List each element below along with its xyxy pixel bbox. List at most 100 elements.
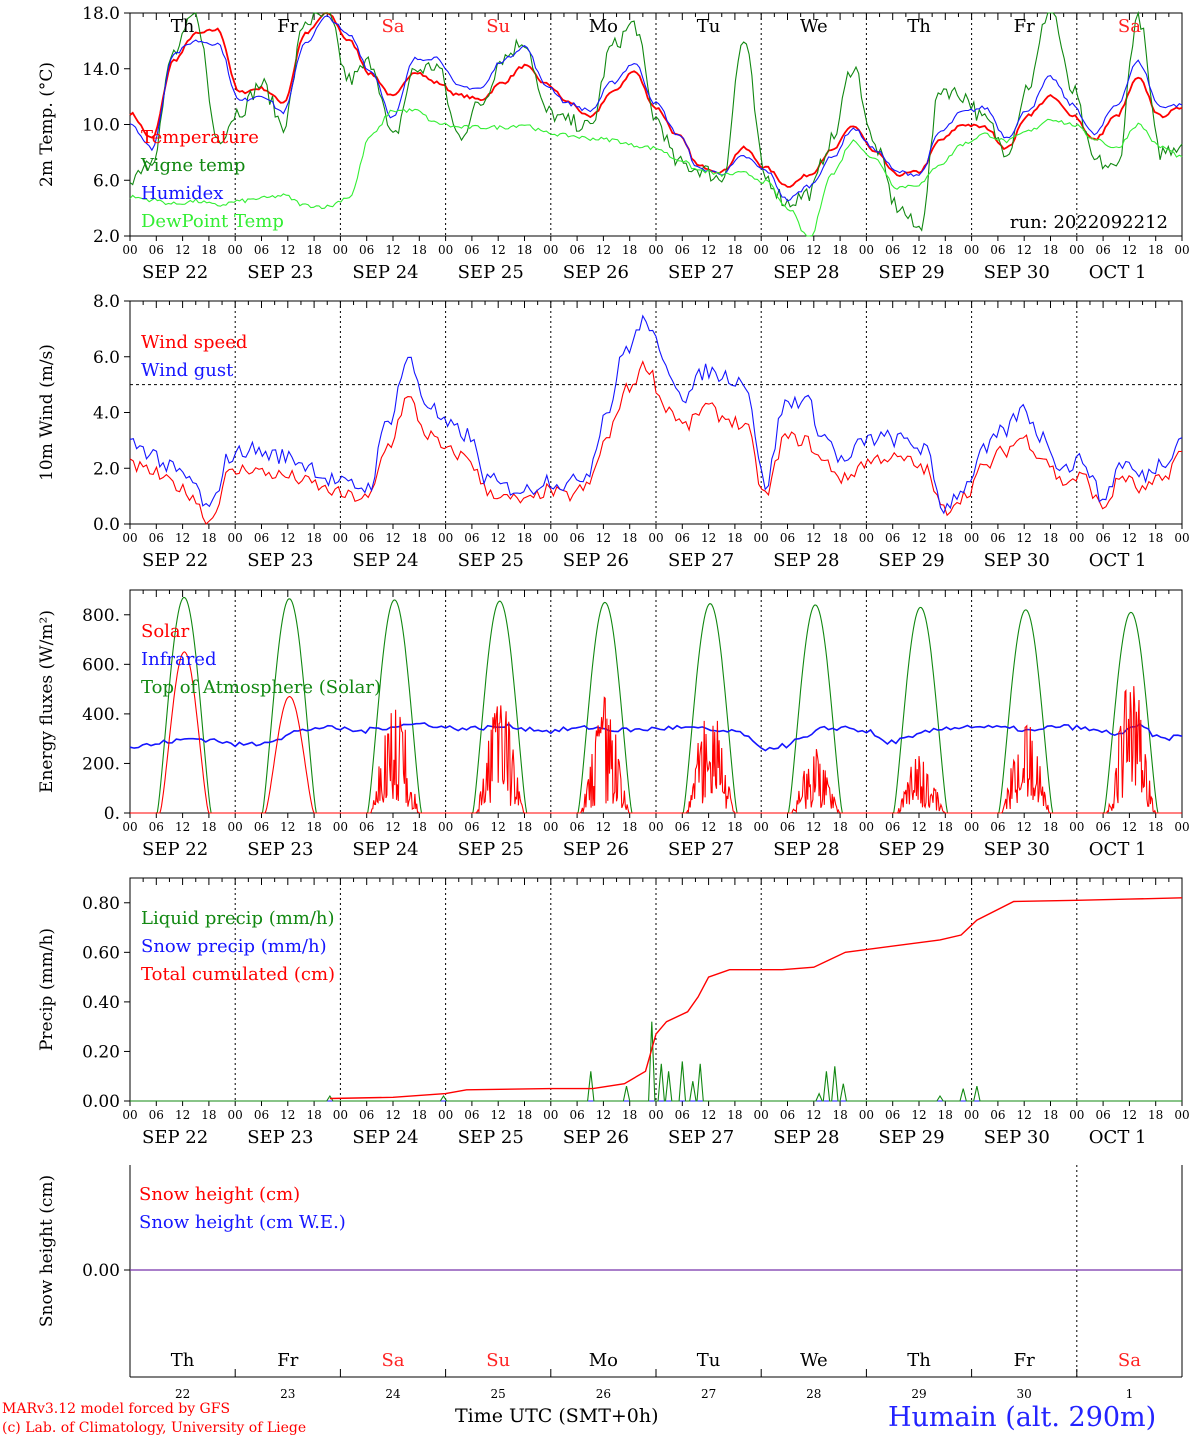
temp-hour-label: 12 xyxy=(596,243,611,257)
energy-date-label: SEP 25 xyxy=(458,839,524,860)
wind-hour-label: 06 xyxy=(885,531,900,545)
snow-day-number: 1 xyxy=(1126,1387,1134,1401)
energy-hour-label: 00 xyxy=(122,820,137,834)
energy-hour-label: 06 xyxy=(149,820,164,834)
energy-hour-label: 12 xyxy=(596,820,611,834)
precip-hour-label: 12 xyxy=(175,1108,190,1122)
wind-y-axis-label: 10m Wind (m/s) xyxy=(37,344,57,481)
precip-hour-label: 12 xyxy=(491,1108,506,1122)
energy-date-label: SEP 26 xyxy=(563,839,629,860)
precip-hour-label: 18 xyxy=(412,1108,427,1122)
energy-date-label: SEP 28 xyxy=(773,839,839,860)
temp-y-tick-label: 6.0 xyxy=(93,171,120,191)
temp-hour-label: 06 xyxy=(675,243,690,257)
precip-y-tick-label: 0.60 xyxy=(82,943,120,963)
wind-series-wind-gust xyxy=(129,314,1183,515)
precip-hour-label: 18 xyxy=(832,1108,847,1122)
energy-legend-entry: Top of Atmosphere (Solar) xyxy=(141,677,381,698)
temp-series-temperature xyxy=(129,12,1183,188)
precip-hour-label: 18 xyxy=(201,1108,216,1122)
energy-y-tick-label: 400. xyxy=(82,705,120,725)
wind-hour-label: 18 xyxy=(1148,531,1163,545)
temp-hour-label: 12 xyxy=(1122,243,1137,257)
wind-y-tick-label: 8.0 xyxy=(93,292,120,312)
energy-hour-label: 06 xyxy=(675,820,690,834)
temp-series-dewpoint-temp xyxy=(129,108,1183,237)
wind-hour-label: 06 xyxy=(149,531,164,545)
snow-legend-entry: Snow height (cm) xyxy=(139,1184,300,1205)
wind-hour-label: 12 xyxy=(280,531,295,545)
energy-hour-label: 18 xyxy=(517,820,532,834)
precip-legend-entry: Total cumulated (cm) xyxy=(141,964,335,985)
wind-y-tick-label: 0.0 xyxy=(93,515,120,535)
temp-date-label: SEP 27 xyxy=(668,262,734,283)
wind-hour-label: 06 xyxy=(359,531,374,545)
station-label: Humain (alt. 290m) xyxy=(888,1402,1157,1433)
energy-legend-entry: Solar xyxy=(141,621,190,642)
energy-hour-label: 18 xyxy=(201,820,216,834)
temp-hour-label: 18 xyxy=(832,243,847,257)
snow-day-number: 23 xyxy=(280,1387,295,1401)
precip-hour-label: 12 xyxy=(806,1108,821,1122)
time-axis-label: Time UTC (SMT+0h) xyxy=(455,1405,659,1427)
wind-hour-label: 00 xyxy=(964,531,979,545)
precip-y-tick-label: 0.40 xyxy=(82,993,120,1013)
energy-hour-label: 00 xyxy=(859,820,874,834)
snow-y-axis-label: Snow height (cm) xyxy=(37,1175,57,1327)
precip-hour-label: 06 xyxy=(990,1108,1005,1122)
wind-date-label: SEP 23 xyxy=(247,550,313,571)
wind-hour-label: 06 xyxy=(780,531,795,545)
temp-hour-label: 06 xyxy=(569,243,584,257)
snow-day-name: Fr xyxy=(277,1350,298,1371)
temp-hour-label: 12 xyxy=(911,243,926,257)
wind-date-label: SEP 24 xyxy=(352,550,418,571)
temp-day-name: Sa xyxy=(1118,16,1141,37)
precip-hour-label: 12 xyxy=(1122,1108,1137,1122)
precip-hour-label: 18 xyxy=(517,1108,532,1122)
precip-hour-label: 00 xyxy=(333,1108,348,1122)
wind-date-label: SEP 25 xyxy=(458,550,524,571)
temp-hour-label: 12 xyxy=(701,243,716,257)
temp-y-tick-label: 18.0 xyxy=(82,4,120,24)
energy-y-tick-label: 0. xyxy=(104,804,120,824)
snow-day-number: 29 xyxy=(911,1387,926,1401)
snow-day-number: 30 xyxy=(1017,1387,1032,1401)
wind-hour-label: 00 xyxy=(754,531,769,545)
energy-hour-label: 06 xyxy=(464,820,479,834)
precip-hour-label: 00 xyxy=(543,1108,558,1122)
wind-y-tick-label: 4.0 xyxy=(93,404,120,424)
temp-date-label: SEP 29 xyxy=(878,262,944,283)
energy-hour-label: 12 xyxy=(701,820,716,834)
temp-hour-label: 18 xyxy=(201,243,216,257)
wind-hour-label: 12 xyxy=(385,531,400,545)
precip-legend-entry: Liquid precip (mm/h) xyxy=(141,908,335,929)
precip-hour-label: 06 xyxy=(149,1108,164,1122)
snow-day-name: Sa xyxy=(1118,1350,1141,1371)
temp-hour-label: 12 xyxy=(280,243,295,257)
wind-hour-label: 00 xyxy=(122,531,137,545)
energy-hour-label: 12 xyxy=(491,820,506,834)
temp-hour-label: 18 xyxy=(727,243,742,257)
temp-hour-label: 00 xyxy=(964,243,979,257)
temp-date-label: OCT 1 xyxy=(1089,262,1147,283)
temp-hour-label: 12 xyxy=(1017,243,1032,257)
energy-hour-label: 18 xyxy=(938,820,953,834)
energy-hour-label: 00 xyxy=(754,820,769,834)
precip-hour-label: 06 xyxy=(675,1108,690,1122)
precip-hour-label: 06 xyxy=(464,1108,479,1122)
temp-run-annotation: run: 2022092212 xyxy=(1010,212,1168,233)
snow-day-number: 22 xyxy=(175,1387,190,1401)
wind-hour-label: 18 xyxy=(727,531,742,545)
copyright-credit: (c) Lab. of Climatology, University of L… xyxy=(2,1420,307,1436)
precip-hour-label: 06 xyxy=(885,1108,900,1122)
wind-hour-label: 18 xyxy=(938,531,953,545)
wind-hour-label: 06 xyxy=(254,531,269,545)
energy-hour-label: 18 xyxy=(622,820,637,834)
precip-hour-label: 12 xyxy=(1017,1108,1032,1122)
precip-date-label: SEP 23 xyxy=(247,1127,313,1148)
energy-hour-label: 06 xyxy=(359,820,374,834)
precip-hour-label: 06 xyxy=(569,1108,584,1122)
temp-date-label: SEP 28 xyxy=(773,262,839,283)
snow-day-number: 27 xyxy=(701,1387,716,1401)
